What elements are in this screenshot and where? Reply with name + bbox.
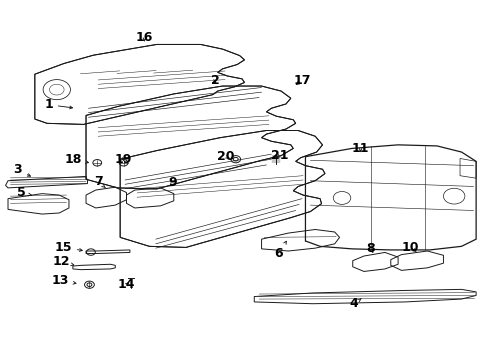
Text: 20: 20: [217, 150, 234, 163]
Text: 11: 11: [351, 142, 368, 155]
Text: 19: 19: [115, 153, 132, 166]
Text: 6: 6: [274, 241, 286, 260]
Text: 21: 21: [270, 149, 288, 162]
Text: 3: 3: [14, 163, 30, 176]
Text: 16: 16: [136, 31, 153, 44]
Text: 14: 14: [118, 278, 135, 291]
Text: 15: 15: [54, 241, 82, 254]
Text: 1: 1: [44, 98, 72, 111]
Text: 12: 12: [53, 255, 74, 268]
Text: 9: 9: [168, 176, 176, 189]
Text: 18: 18: [64, 153, 88, 166]
Text: 10: 10: [401, 241, 418, 254]
Text: 5: 5: [17, 186, 31, 199]
Text: 13: 13: [51, 274, 76, 287]
Text: 4: 4: [349, 297, 361, 310]
Text: 17: 17: [293, 74, 310, 87]
Text: 2: 2: [210, 74, 219, 87]
Text: 8: 8: [365, 242, 374, 255]
Text: 7: 7: [94, 175, 105, 188]
